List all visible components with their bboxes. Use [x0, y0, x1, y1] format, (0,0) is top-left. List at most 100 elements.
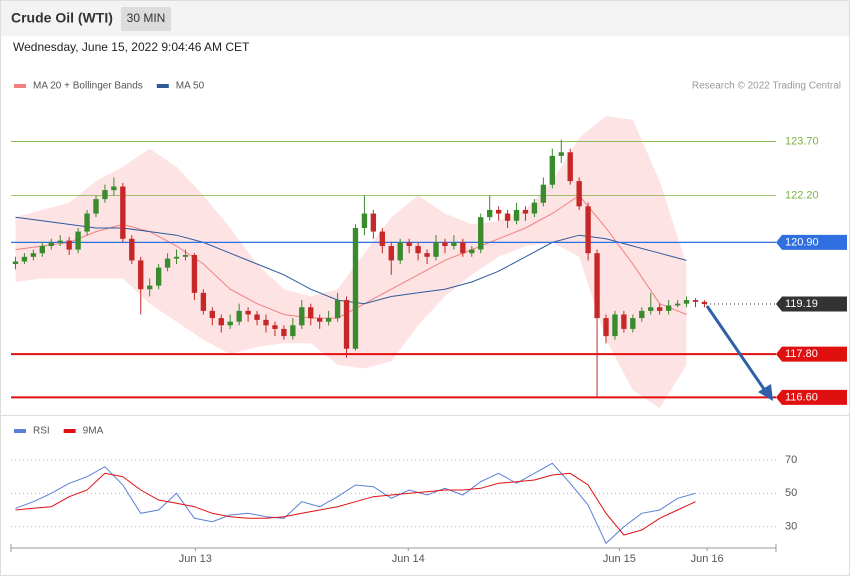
legend-label: MA 20 + Bollinger Bands [33, 81, 143, 92]
candle-body [254, 314, 260, 320]
interval: 30 MIN [127, 11, 166, 25]
candle-body [200, 292, 207, 311]
legend-label: 9MA [83, 426, 104, 437]
candle-body [388, 245, 394, 261]
level-badge [776, 234, 847, 250]
legend-label: MA 50 [176, 81, 205, 92]
candle-body [272, 325, 278, 329]
ma-line [15, 194, 687, 319]
candle-body [334, 300, 341, 319]
y-tick-label: 30 [785, 521, 797, 533]
credit: Research © 2022 Trading Central [692, 81, 841, 92]
candle-body [308, 307, 314, 319]
candle-body [442, 242, 448, 246]
x-tick-label: Jun 16 [691, 553, 724, 565]
candle-body [361, 213, 368, 228]
candle-body [111, 186, 117, 191]
legend-label: RSI [33, 426, 50, 437]
legend-swatch [156, 84, 169, 88]
legend-swatch [63, 429, 76, 433]
candle-body [522, 209, 529, 214]
candle-body [504, 213, 511, 221]
candle-body [48, 242, 54, 246]
candle-body [540, 184, 547, 203]
candle-body [209, 310, 215, 319]
candle-body [585, 206, 591, 254]
candle-body [155, 267, 162, 286]
level-label: 120.90 [785, 236, 819, 248]
title: Crude Oil (WTI) [11, 10, 113, 26]
candle-body [665, 305, 672, 311]
interval-box [121, 7, 171, 31]
candle-body [93, 199, 99, 214]
x-tick-label: Jun 13 [179, 553, 212, 565]
candle-body [549, 155, 555, 185]
candle-body [120, 186, 126, 239]
candle-body [290, 325, 296, 337]
candle-body [299, 307, 305, 326]
candle-body [325, 318, 332, 322]
bollinger-band [15, 116, 687, 409]
candle-body [191, 255, 198, 293]
candle-body [692, 300, 699, 302]
candle-body [424, 253, 430, 257]
candle-body [433, 242, 439, 257]
candle-body [603, 318, 609, 337]
candle-body [379, 231, 385, 246]
candle-body [639, 310, 645, 319]
candle-body [487, 209, 493, 218]
candle-body [451, 242, 457, 246]
candle-body [630, 318, 636, 329]
candle-body [531, 202, 538, 214]
forecast-arrowhead [758, 384, 773, 401]
level-label: 122.20 [785, 189, 819, 201]
candle-body [594, 253, 600, 319]
candle-body [227, 321, 233, 326]
candle-body [648, 307, 654, 311]
level-label: 117.80 [785, 348, 818, 360]
candle-body [12, 261, 19, 265]
candle-body [84, 213, 90, 232]
candle-body [343, 300, 350, 349]
candle-body [281, 328, 287, 337]
ma-line [15, 216, 687, 305]
candle-body [397, 242, 403, 261]
candle-body [182, 255, 189, 257]
candle-body [674, 303, 681, 306]
legend-swatch [14, 84, 26, 88]
candle-body [576, 181, 582, 207]
candle-body [352, 227, 359, 349]
band-layer [15, 116, 687, 409]
candle-body [370, 213, 377, 232]
candle-body [558, 152, 564, 156]
candle-body [147, 285, 153, 290]
candle-body [21, 256, 28, 262]
candle-body [612, 314, 618, 337]
candle-body [317, 318, 323, 322]
y-tick-label: 50 [785, 487, 797, 499]
candle-body [138, 260, 144, 290]
candle-body [30, 253, 37, 257]
level-label: 123.70 [785, 135, 819, 147]
candle-body [236, 310, 242, 322]
candle-body [102, 190, 108, 200]
level-label: 119.19 [785, 298, 818, 310]
candle-body [513, 209, 520, 221]
level-badge [776, 296, 847, 312]
x-tick-label: Jun 15 [603, 553, 636, 565]
candle-body [469, 249, 475, 254]
candle-body [415, 245, 421, 254]
candle-body [129, 238, 135, 261]
rsi-layer: 70 50 30 RSI 9MA [11, 426, 797, 545]
candle-body [164, 258, 171, 268]
candle-body [57, 240, 63, 243]
candle-body [478, 217, 484, 250]
legend-swatch [14, 429, 26, 433]
y-tick-label: 70 [785, 454, 797, 466]
indicator-line [15, 462, 696, 545]
candle-body [75, 231, 81, 250]
level-badge [776, 389, 847, 405]
candle-body [218, 318, 224, 326]
candle-body [406, 242, 412, 246]
